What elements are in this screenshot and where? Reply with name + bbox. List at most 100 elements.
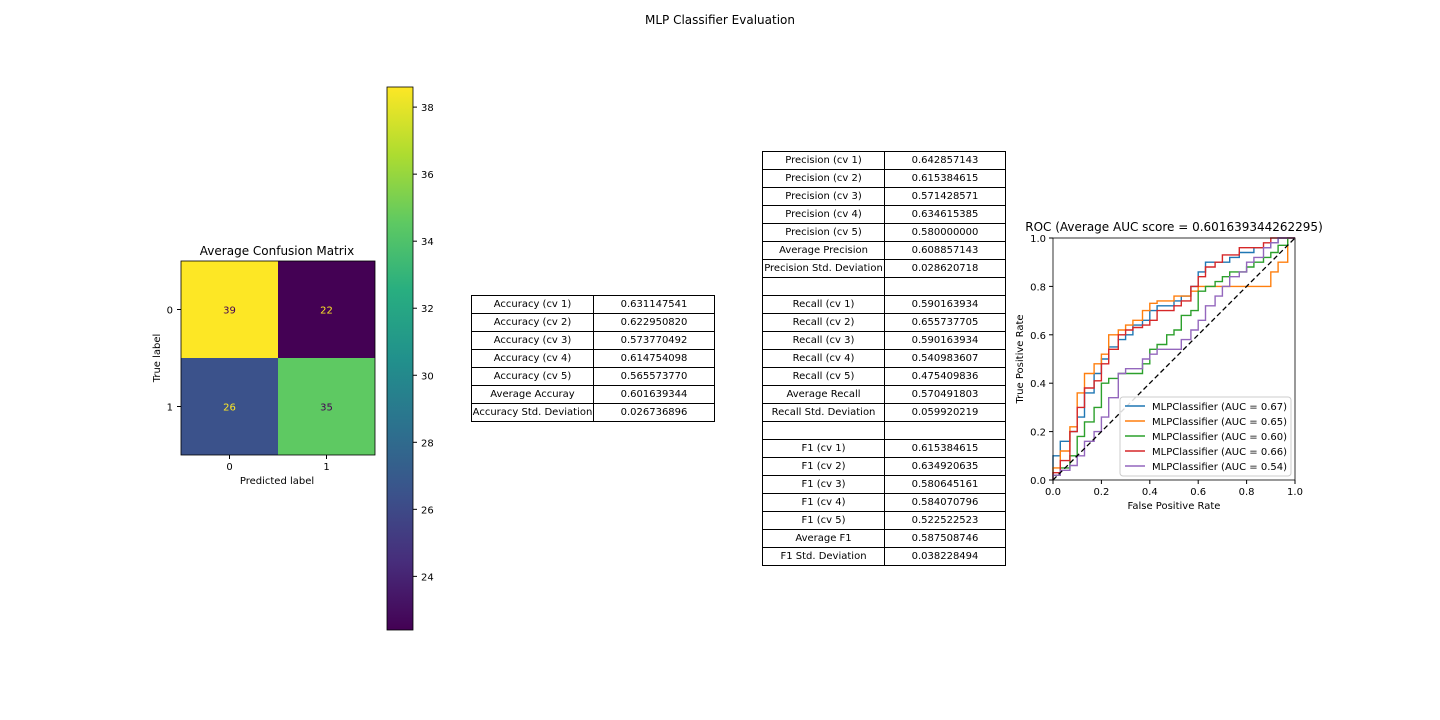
precision-recall-f1-table: Precision (cv 1) 0.642857143 Precision (cv… [762,151,1006,566]
table-row: Accuracy (cv 1) 0.631147541 [471,295,715,314]
legend-label: MLPClassifier (AUC = 0.60) [1152,432,1287,443]
roc-xtick-label: 1.0 [1287,487,1303,498]
metric-value: 0.614754098 [593,349,715,368]
cm-cell [181,261,278,358]
cm-xtick-label: 0 [226,462,232,473]
roc-ytick-label: 0.6 [1030,331,1046,342]
metric-value: 0.590163934 [884,331,1006,350]
cm-cell-value: 35 [320,403,333,414]
legend-label: MLPClassifier (AUC = 0.67) [1152,402,1287,413]
cm-ytick-label: 0 [167,306,173,317]
colorbar-tick-label: 30 [421,371,434,382]
metric-name: Accuracy (cv 1) [471,295,594,314]
metric-name: Recall Std. Deviation [762,403,885,422]
cm-ytick-label: 1 [167,403,173,414]
cm-cell-value: 39 [223,306,236,317]
metric-name: Recall (cv 3) [762,331,885,350]
accuracy-table: Accuracy (cv 1) 0.631147541 Accuracy (cv 2… [471,295,715,422]
roc-xtick-label: 0.4 [1142,487,1158,498]
table-row: Precision (cv 2) 0.615384615 [762,169,1006,188]
roc-ytick-label: 0.4 [1030,379,1046,390]
metric-name [762,421,885,440]
metric-value: 0.028620718 [884,259,1006,278]
metric-value: 0.584070796 [884,493,1006,512]
metric-name: Accuracy (cv 3) [471,331,594,350]
metric-value: 0.634920635 [884,457,1006,476]
colorbar-tick-label: 36 [421,170,434,181]
metric-value: 0.573770492 [593,331,715,350]
metric-name: F1 (cv 5) [762,511,885,530]
cm-cell-value: 22 [320,306,333,317]
table-row: Average Recall 0.570491803 [762,385,1006,404]
table-row: Recall (cv 1) 0.590163934 [762,295,1006,314]
metric-name: Precision (cv 5) [762,223,885,242]
metric-name: Accuracy Std. Deviation [471,403,594,422]
cm-title: Average Confusion Matrix [200,244,354,258]
table-row [762,277,1006,296]
metric-value: 0.026736896 [593,403,715,422]
colorbar-tick-label: 32 [421,304,434,315]
metric-value: 0.475409836 [884,367,1006,386]
roc-chance-line [1052,237,1296,481]
cm-xlabel: Predicted label [240,476,314,487]
metric-name: Precision (cv 1) [762,151,885,170]
metric-value: 0.540983607 [884,349,1006,368]
metric-value: 0.622950820 [593,313,715,332]
roc-xtick-label: 0.6 [1190,487,1206,498]
cm-cell [278,261,375,358]
metric-value: 0.587508746 [884,529,1006,548]
metric-value: 0.565573770 [593,367,715,386]
metric-name: Average Accuray [471,385,594,404]
table-row: F1 (cv 4) 0.584070796 [762,493,1006,512]
roc-curve [1052,237,1295,480]
metric-name [762,277,885,296]
cm-cell [181,358,278,455]
metric-value: 0.601639344 [593,385,715,404]
colorbar [386,86,414,631]
metric-name: F1 (cv 4) [762,493,885,512]
roc-frame [1052,237,1296,481]
colorbar-ticks: 24 26 28 30 32 34 36 38 [413,103,434,583]
table-row: Recall (cv 5) 0.475409836 [762,367,1006,386]
table-row: F1 (cv 1) 0.615384615 [762,439,1006,458]
table-row: F1 (cv 5) 0.522522523 [762,511,1006,530]
metric-name: F1 (cv 1) [762,439,885,458]
metric-name: Average Recall [762,385,885,404]
metric-value: 0.642857143 [884,151,1006,170]
metric-value [884,421,1006,440]
metric-value: 0.522522523 [884,511,1006,530]
roc-curve [1052,237,1295,480]
table-row: Recall (cv 2) 0.655737705 [762,313,1006,332]
metric-name: Precision (cv 4) [762,205,885,224]
colorbar-tick-label: 28 [421,438,434,449]
legend-box [1119,396,1292,477]
table-row: Precision (cv 3) 0.571428571 [762,187,1006,206]
roc-xtick-label: 0.0 [1045,487,1061,498]
metric-value: 0.634615385 [884,205,1006,224]
roc-title: ROC (Average AUC score = 0.6016393442622… [1025,220,1323,234]
roc-ylabel: True Positive Rate [1015,314,1026,404]
roc-legend: MLPClassifier (AUC = 0.67) MLPClassifier … [1119,396,1292,477]
roc-curve [1052,237,1295,480]
metric-name: Recall (cv 5) [762,367,885,386]
cm-ylabel: True label [152,334,163,384]
metric-value [884,277,1006,296]
metric-name: Accuracy (cv 5) [471,367,594,386]
metric-value: 0.038228494 [884,547,1006,566]
metric-name: Accuracy (cv 4) [471,349,594,368]
cm-cell [278,358,375,455]
figure-title: MLP Classifier Evaluation [645,13,795,27]
roc-xtick-label: 0.2 [1093,487,1109,498]
colorbar-tick-label: 34 [421,237,434,248]
metric-name: F1 Std. Deviation [762,547,885,566]
table-row: Precision (cv 1) 0.642857143 [762,151,1006,170]
metric-value: 0.655737705 [884,313,1006,332]
metric-value: 0.615384615 [884,169,1006,188]
cm-xtick-label: 1 [323,462,329,473]
roc-xtick-label: 0.8 [1239,487,1255,498]
legend-label: MLPClassifier (AUC = 0.65) [1152,417,1287,428]
roc-ytick-label: 1.0 [1030,234,1046,245]
metric-name: Average Precision [762,241,885,260]
table-row: F1 (cv 2) 0.634920635 [762,457,1006,476]
